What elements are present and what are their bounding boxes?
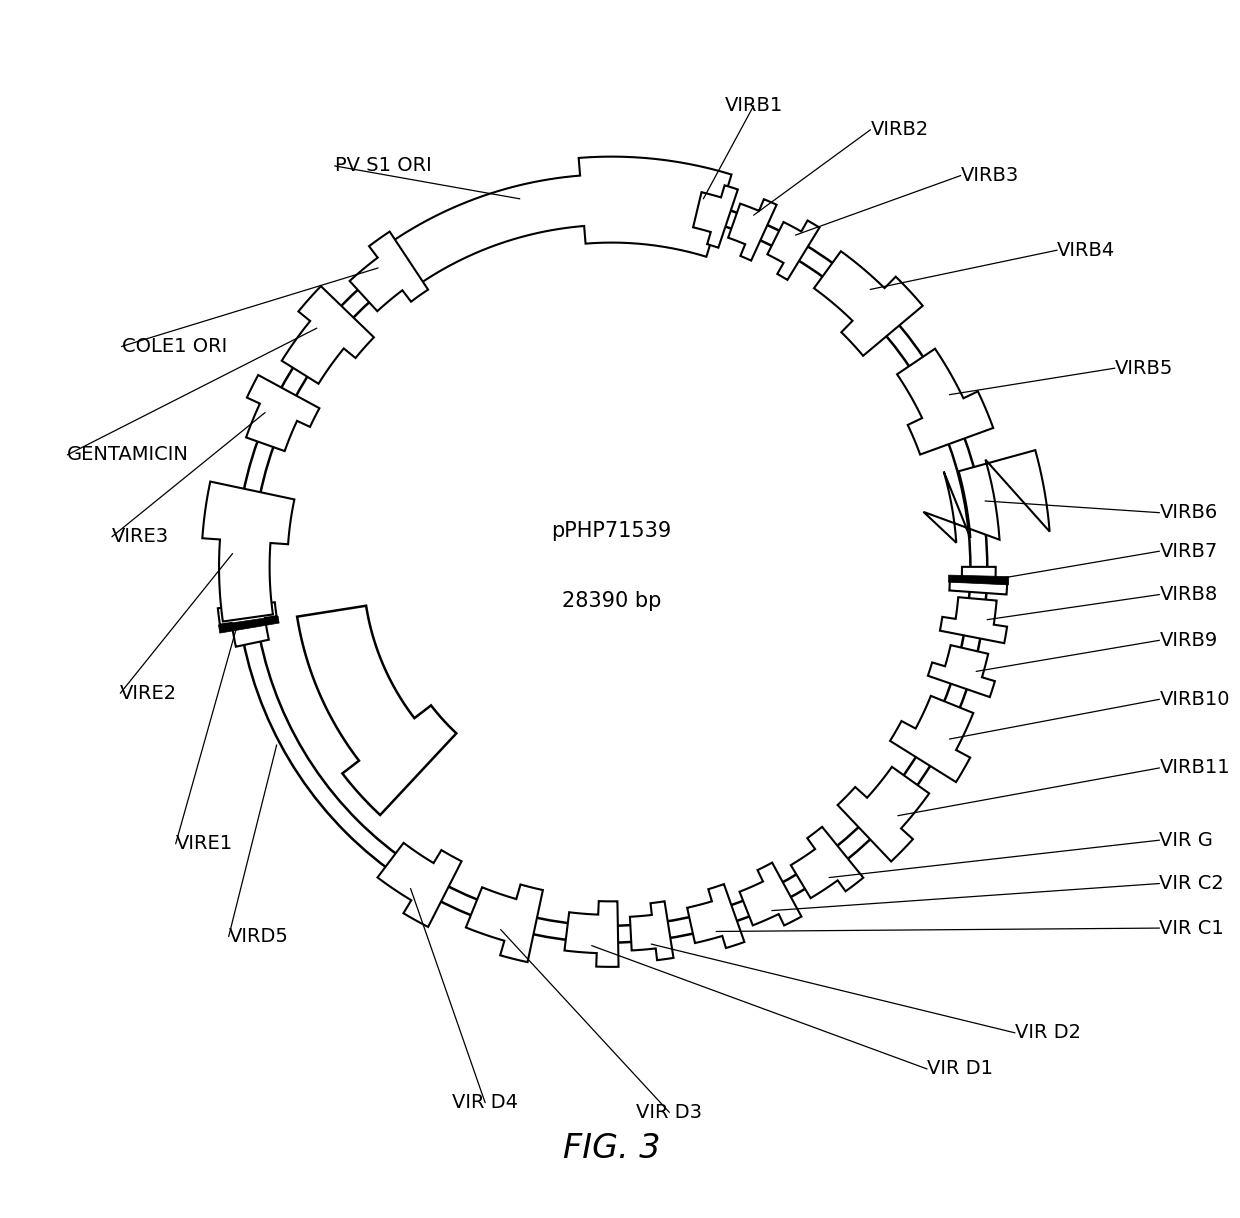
Polygon shape	[791, 827, 863, 898]
Text: VIR G: VIR G	[1159, 831, 1213, 850]
Text: VIRB9: VIRB9	[1159, 631, 1218, 650]
Polygon shape	[768, 220, 820, 280]
Polygon shape	[928, 646, 994, 697]
Text: VIRB8: VIRB8	[1159, 585, 1218, 604]
Text: COLE1 ORI: COLE1 ORI	[122, 337, 227, 356]
Polygon shape	[376, 157, 732, 294]
Polygon shape	[890, 695, 973, 782]
Polygon shape	[687, 884, 744, 948]
Text: VIRB6: VIRB6	[1159, 503, 1218, 523]
Text: VIRB11: VIRB11	[1159, 759, 1230, 777]
Text: VIRB3: VIRB3	[961, 166, 1019, 185]
Text: 28390 bp: 28390 bp	[562, 591, 661, 610]
Text: VIR D2: VIR D2	[1016, 1023, 1081, 1043]
Polygon shape	[728, 200, 776, 261]
Text: pPHP71539: pPHP71539	[552, 521, 672, 541]
Polygon shape	[350, 231, 428, 311]
Polygon shape	[218, 602, 277, 647]
Polygon shape	[813, 251, 923, 356]
Text: PV S1 ORI: PV S1 ORI	[335, 156, 432, 175]
Polygon shape	[466, 884, 543, 962]
Polygon shape	[218, 616, 279, 633]
Text: VIR D3: VIR D3	[636, 1102, 702, 1122]
Text: GENTAMICIN: GENTAMICIN	[67, 446, 190, 464]
Polygon shape	[739, 862, 801, 926]
Text: VIR D4: VIR D4	[453, 1094, 518, 1112]
Polygon shape	[693, 185, 738, 247]
Text: VIRB1: VIRB1	[724, 96, 782, 116]
Polygon shape	[202, 481, 294, 621]
Text: VIRD5: VIRD5	[228, 927, 289, 946]
Polygon shape	[837, 767, 929, 861]
Text: VIRE1: VIRE1	[176, 834, 233, 854]
Text: VIRB2: VIRB2	[870, 121, 929, 139]
Polygon shape	[281, 286, 374, 384]
Text: VIRB4: VIRB4	[1056, 241, 1115, 259]
Polygon shape	[950, 566, 1007, 594]
Polygon shape	[298, 605, 456, 815]
Text: VIRB5: VIRB5	[1115, 358, 1173, 378]
Text: FIG. 3: FIG. 3	[563, 1132, 661, 1164]
Polygon shape	[377, 843, 461, 927]
Text: VIRB10: VIRB10	[1159, 689, 1230, 709]
Polygon shape	[630, 901, 673, 960]
Polygon shape	[924, 451, 1049, 543]
Text: VIRE2: VIRE2	[120, 683, 177, 703]
Polygon shape	[949, 575, 1009, 585]
Text: VIRB7: VIRB7	[1159, 542, 1218, 560]
Text: VIRE3: VIRE3	[112, 527, 169, 546]
Text: VIR C1: VIR C1	[1159, 918, 1224, 938]
Text: VIR D1: VIR D1	[928, 1060, 993, 1078]
Polygon shape	[897, 348, 993, 454]
Polygon shape	[246, 375, 320, 451]
Polygon shape	[940, 597, 1007, 643]
Text: VIR C2: VIR C2	[1159, 875, 1224, 893]
Polygon shape	[564, 901, 619, 967]
